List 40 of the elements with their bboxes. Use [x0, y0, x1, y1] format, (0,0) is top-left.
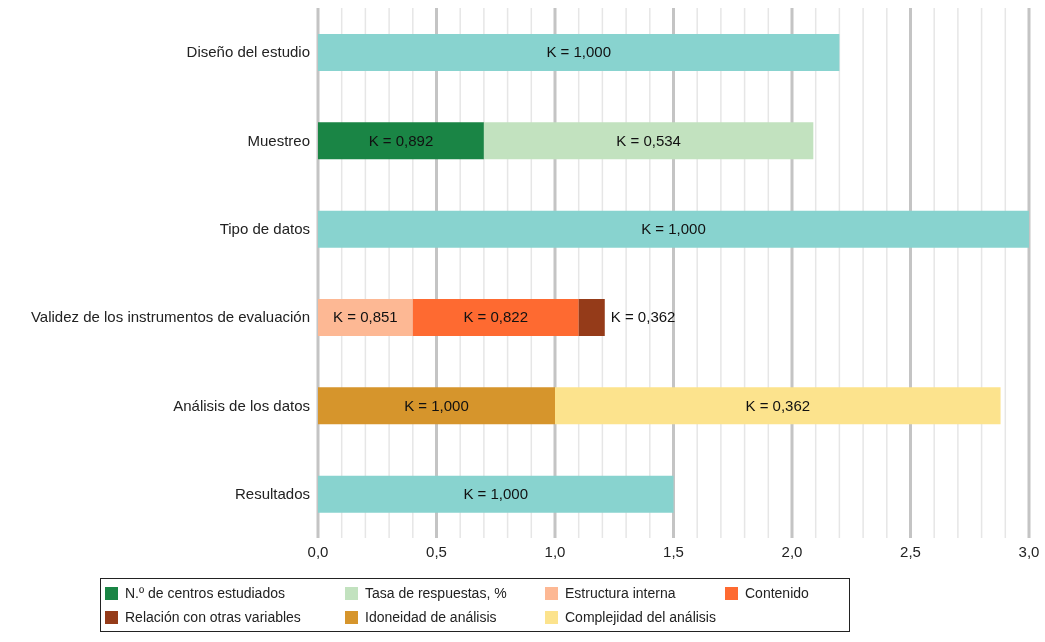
annotation: K = 0,362 [610, 308, 676, 326]
y-tick-label: Muestreo [247, 131, 310, 149]
annotation: K = 0,892 [368, 131, 434, 149]
annotation: K = 1,000 [463, 485, 529, 503]
annotation: K = 0,362 [745, 396, 811, 414]
bar [555, 387, 1001, 425]
y-tick-label: Resultados [234, 485, 310, 503]
y-tick-label: Validez de los instrumentos de evaluación [30, 308, 310, 326]
y-tick-label: Tipo de datos [219, 220, 310, 238]
x-tick-label: 0,0 [307, 542, 329, 560]
bar [318, 210, 1029, 248]
x-tick-label: 1,5 [663, 542, 684, 560]
legend-label: N.º de centros estudiados [124, 585, 286, 601]
x-tick-label: 3,0 [1018, 542, 1040, 560]
y-tick-label: Diseño del estudio [186, 43, 310, 61]
legend-label: Tasa de respuestas, % [364, 585, 508, 601]
legend-label: Complejidad del análisis [564, 609, 717, 625]
legend-label: Idoneidad de análisis [364, 609, 498, 625]
y-tick-label: Análisis de los datos [173, 396, 310, 414]
legend-label: Estructura interna [564, 585, 677, 601]
bar [318, 299, 413, 336]
annotation: K = 0,822 [463, 308, 529, 326]
annotation: K = 1,000 [404, 396, 469, 414]
annotation: K = 0,851 [333, 308, 398, 326]
annotation: K = 0,534 [616, 131, 681, 149]
x-tick-label: 2,0 [781, 542, 803, 560]
x-tick-label: 2,5 [900, 542, 921, 560]
bar [318, 387, 555, 425]
legend-label: Contenido [744, 585, 810, 601]
bar [318, 34, 840, 71]
bar [578, 299, 605, 336]
bar [318, 475, 674, 513]
x-tick-label: 1,0 [544, 542, 566, 560]
annotation: K = 1,000 [546, 43, 612, 61]
bar [483, 122, 814, 160]
bar [412, 299, 579, 336]
bar [318, 122, 484, 160]
annotation: K = 1,000 [641, 220, 706, 238]
legend-label: Relación con otras variables [124, 609, 302, 625]
x-tick-label: 0,5 [426, 542, 447, 560]
